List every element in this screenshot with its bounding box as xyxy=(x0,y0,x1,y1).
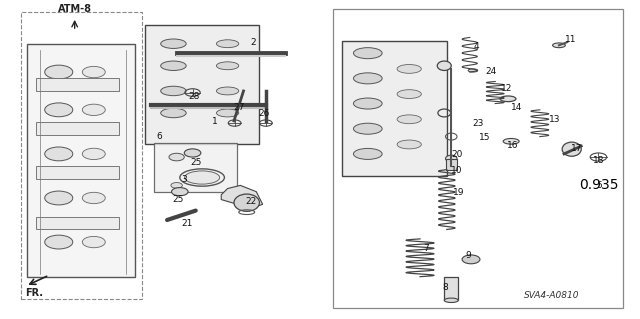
Text: 20: 20 xyxy=(451,150,463,159)
Bar xyxy=(36,78,119,91)
Bar xyxy=(36,217,119,229)
Bar xyxy=(27,44,135,277)
Bar xyxy=(154,143,237,192)
Text: 2: 2 xyxy=(250,38,256,47)
Bar xyxy=(444,277,458,300)
Circle shape xyxy=(172,188,188,196)
Circle shape xyxy=(45,65,73,79)
Bar xyxy=(342,41,447,176)
Ellipse shape xyxy=(552,43,565,48)
Text: ATM-8: ATM-8 xyxy=(58,4,92,14)
Ellipse shape xyxy=(397,90,421,99)
Ellipse shape xyxy=(503,138,519,144)
Ellipse shape xyxy=(397,140,421,149)
Text: 28: 28 xyxy=(188,92,200,101)
Ellipse shape xyxy=(445,155,457,162)
Ellipse shape xyxy=(216,109,239,117)
Ellipse shape xyxy=(353,123,382,134)
Ellipse shape xyxy=(562,142,581,156)
Text: 21: 21 xyxy=(182,219,193,228)
Text: 14: 14 xyxy=(511,103,522,112)
Ellipse shape xyxy=(500,96,516,102)
Ellipse shape xyxy=(353,148,382,160)
Circle shape xyxy=(193,172,205,177)
Circle shape xyxy=(45,235,73,249)
Bar xyxy=(36,122,119,135)
Text: 8: 8 xyxy=(443,283,449,292)
Circle shape xyxy=(83,192,105,204)
Ellipse shape xyxy=(353,48,382,59)
Bar xyxy=(445,159,457,170)
Circle shape xyxy=(83,66,105,78)
Circle shape xyxy=(83,104,105,115)
Text: SVA4-A0810: SVA4-A0810 xyxy=(524,291,579,300)
Ellipse shape xyxy=(397,64,421,73)
Text: 27: 27 xyxy=(234,103,244,112)
Circle shape xyxy=(169,153,184,161)
Text: 7: 7 xyxy=(423,244,429,254)
Text: 10: 10 xyxy=(451,166,463,175)
Ellipse shape xyxy=(468,69,477,72)
Bar xyxy=(20,12,141,299)
Ellipse shape xyxy=(161,108,186,118)
Text: 19: 19 xyxy=(453,188,465,197)
Text: 13: 13 xyxy=(548,115,560,124)
Ellipse shape xyxy=(161,39,186,48)
Text: 24: 24 xyxy=(485,67,497,76)
Text: 17: 17 xyxy=(571,144,582,153)
Polygon shape xyxy=(221,185,262,209)
Ellipse shape xyxy=(353,98,382,109)
Ellipse shape xyxy=(397,115,421,124)
Text: 3: 3 xyxy=(181,174,187,184)
Text: 5: 5 xyxy=(596,181,602,190)
Circle shape xyxy=(184,149,201,157)
Ellipse shape xyxy=(216,87,239,95)
Circle shape xyxy=(83,236,105,248)
Circle shape xyxy=(45,147,73,161)
Circle shape xyxy=(462,255,480,264)
Ellipse shape xyxy=(161,61,186,70)
Ellipse shape xyxy=(353,73,382,84)
Circle shape xyxy=(83,148,105,160)
Text: FR.: FR. xyxy=(26,288,44,298)
Text: 12: 12 xyxy=(501,84,513,93)
Ellipse shape xyxy=(444,298,458,302)
Ellipse shape xyxy=(216,62,239,70)
Text: 1: 1 xyxy=(212,117,218,126)
Text: 16: 16 xyxy=(508,141,519,150)
Text: 9: 9 xyxy=(465,251,471,260)
Ellipse shape xyxy=(437,61,451,70)
Text: 4: 4 xyxy=(474,42,479,51)
Bar xyxy=(36,167,119,179)
Text: 23: 23 xyxy=(472,119,484,128)
Ellipse shape xyxy=(216,40,239,48)
Text: 25: 25 xyxy=(173,195,184,204)
Circle shape xyxy=(171,182,182,188)
Text: 18: 18 xyxy=(593,156,605,165)
Circle shape xyxy=(45,191,73,205)
Text: 26: 26 xyxy=(258,109,269,118)
Bar xyxy=(145,25,259,145)
Bar xyxy=(333,9,623,308)
Text: 22: 22 xyxy=(246,197,257,206)
Circle shape xyxy=(45,103,73,117)
Text: 15: 15 xyxy=(479,133,490,142)
Ellipse shape xyxy=(184,171,220,184)
Text: 25: 25 xyxy=(190,158,202,167)
Text: 11: 11 xyxy=(564,35,576,44)
Ellipse shape xyxy=(234,194,259,211)
Ellipse shape xyxy=(161,86,186,96)
Text: 0.935: 0.935 xyxy=(579,178,618,192)
Text: 6: 6 xyxy=(156,132,162,141)
